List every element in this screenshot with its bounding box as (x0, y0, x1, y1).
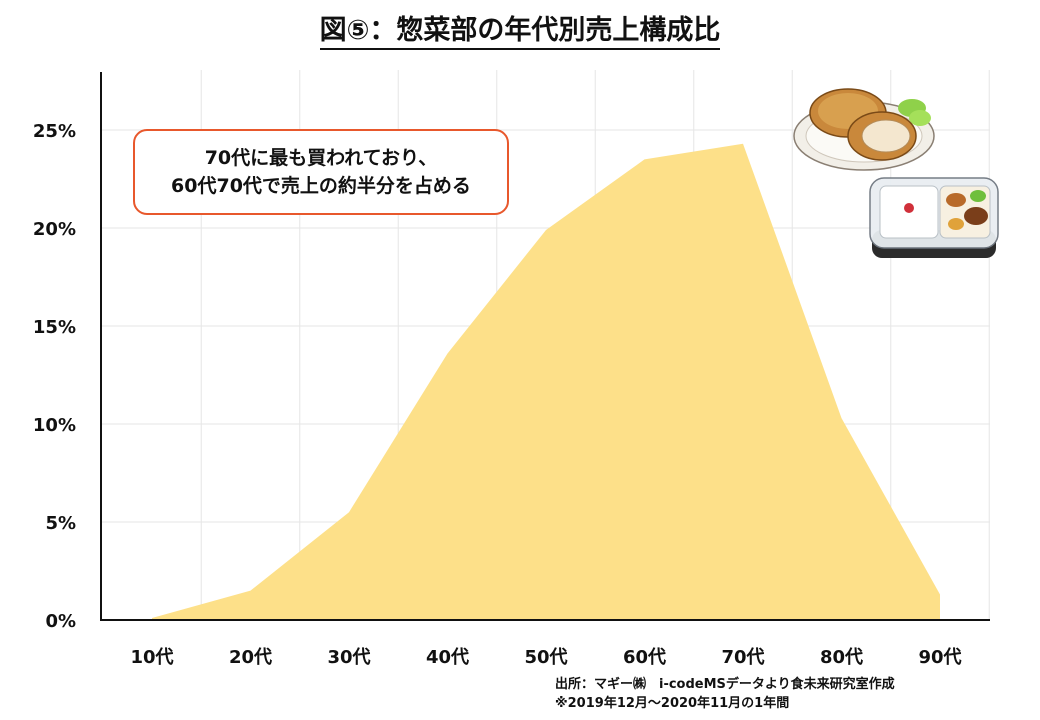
chart-title: 図⑤：惣菜部の年代別売上構成比 (0, 8, 1040, 50)
x-tick-label: 70代 (721, 647, 764, 668)
x-tick-label: 10代 (130, 647, 173, 668)
chart-title-text: 図⑤：惣菜部の年代別売上構成比 (319, 15, 721, 50)
y-tick-label: 5% (45, 513, 76, 534)
x-tick-label: 20代 (229, 647, 272, 668)
annotation-callout: 70代に最も買われており、 60代70代で売上の約半分を占める (133, 129, 509, 215)
annotation-line-1: 70代に最も買われており、 (204, 147, 438, 169)
y-tick-label: 15% (33, 317, 76, 338)
x-tick-label: 90代 (918, 647, 961, 668)
area-layer (151, 143, 941, 620)
y-tick-label: 25% (33, 121, 76, 142)
x-tick-label: 80代 (820, 647, 863, 668)
source-line-2: ※2019年12月〜2020年11月の1年間 (555, 696, 790, 711)
x-tick-label: 50代 (524, 647, 567, 668)
x-tick-label: 30代 (327, 647, 370, 668)
y-tick-label: 10% (33, 415, 76, 436)
y-axis-ticks: 0% 5% 10% 15% 20% 25% (33, 121, 76, 632)
annotation-line-2: 60代70代で売上の約半分を占める (171, 175, 471, 197)
area-series (152, 143, 940, 620)
croquette-plate-icon (793, 88, 935, 171)
axes (100, 72, 990, 621)
x-axis-ticks: 10代 20代 30代 40代 50代 60代 70代 80代 90代 (130, 647, 961, 668)
y-tick-label: 0% (45, 611, 76, 632)
x-tick-label: 60代 (623, 647, 666, 668)
source-note: 出所：マギー㈱ i-codeMSデータより食未来研究室作成 ※2019年12月〜… (555, 675, 895, 713)
bento-box-icon (869, 177, 999, 258)
x-tick-label: 40代 (426, 647, 469, 668)
source-line-1: 出所：マギー㈱ i-codeMSデータより食未来研究室作成 (555, 677, 895, 692)
y-tick-label: 20% (33, 219, 76, 240)
